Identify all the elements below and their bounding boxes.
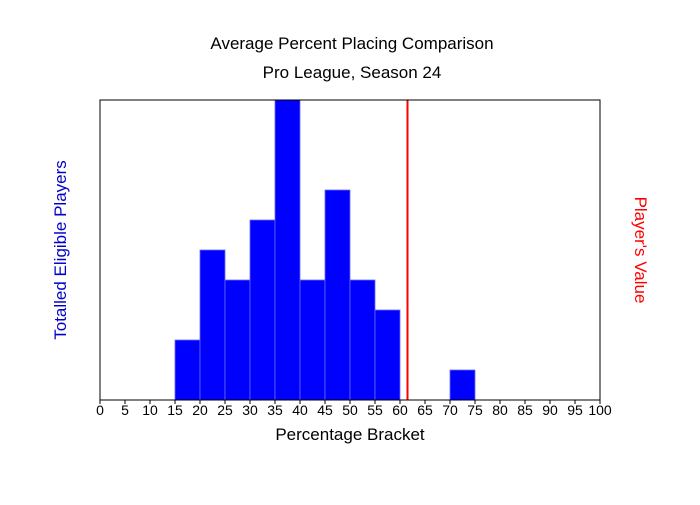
x-tick-label-35: 35	[267, 402, 283, 418]
histogram-bar-50-55	[349, 279, 376, 401]
x-tick-label-0: 0	[96, 402, 104, 418]
x-tick-label-85: 85	[517, 402, 533, 418]
x-tick-label-100: 100	[588, 402, 612, 418]
histogram-bar-20-25	[199, 249, 226, 401]
bars-layer	[174, 99, 476, 401]
histogram-bar-35-40	[274, 99, 301, 401]
x-tick-label-5: 5	[121, 402, 129, 418]
x-tick-label-30: 30	[242, 402, 258, 418]
x-tick-label-95: 95	[567, 402, 583, 418]
chart-subtitle: Pro League, Season 24	[263, 63, 442, 82]
secondary-y-axis-label: Player's Value	[631, 197, 650, 304]
histogram-bar-45-50	[324, 189, 351, 401]
x-tick-label-10: 10	[142, 402, 158, 418]
histogram-bar-15-20	[174, 339, 201, 401]
x-tick-label-40: 40	[292, 402, 308, 418]
histogram-bar-40-45	[299, 279, 326, 401]
histogram-bar-30-35	[249, 219, 276, 401]
x-tick-label-15: 15	[167, 402, 183, 418]
x-ticks-layer: 0 5 10 15 20 25 30 35 40 45 50 55 60 65 70 75 80 85 90 95 10…	[96, 400, 612, 418]
x-tick-label-50: 50	[342, 402, 358, 418]
x-tick-label-65: 65	[417, 402, 433, 418]
x-tick-label-55: 55	[367, 402, 383, 418]
x-tick-label-60: 60	[392, 402, 408, 418]
chart-title: Average Percent Placing Comparison	[210, 34, 493, 53]
x-tick-label-20: 20	[192, 402, 208, 418]
x-tick-label-80: 80	[492, 402, 508, 418]
x-tick-label-75: 75	[467, 402, 483, 418]
histogram-bar-25-30	[224, 279, 251, 401]
x-tick-label-70: 70	[442, 402, 458, 418]
x-tick-label-25: 25	[217, 402, 233, 418]
x-tick-label-90: 90	[542, 402, 558, 418]
x-axis-label: Percentage Bracket	[275, 425, 425, 444]
y-axis-label: Totalled Eligible Players	[51, 160, 70, 340]
histogram-bar-70-75	[449, 369, 476, 401]
histogram-bar-55-60	[374, 309, 401, 401]
x-tick-label-45: 45	[317, 402, 333, 418]
